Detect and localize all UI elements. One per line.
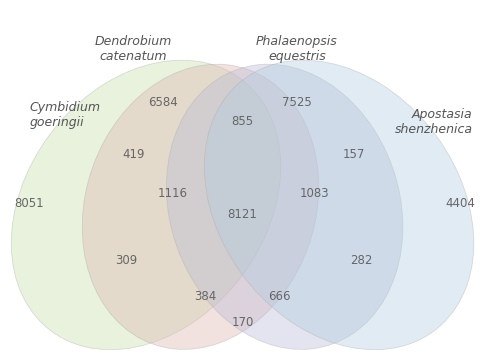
Text: 855: 855 xyxy=(232,115,253,127)
Text: 384: 384 xyxy=(195,290,216,303)
Text: Phalaenopsis
equestris: Phalaenopsis equestris xyxy=(256,35,338,63)
Text: 4404: 4404 xyxy=(446,196,475,210)
Ellipse shape xyxy=(11,60,281,350)
Text: Apostasia
shenzhenica: Apostasia shenzhenica xyxy=(395,108,473,136)
Text: 419: 419 xyxy=(122,148,145,161)
Text: 157: 157 xyxy=(343,148,365,161)
Text: 6584: 6584 xyxy=(148,96,178,109)
Ellipse shape xyxy=(166,64,403,349)
Text: Cymbidium
goeringii: Cymbidium goeringii xyxy=(30,101,100,129)
Text: 666: 666 xyxy=(268,290,291,303)
Text: 282: 282 xyxy=(350,254,373,267)
Text: 7525: 7525 xyxy=(282,96,312,109)
Text: 1116: 1116 xyxy=(157,187,187,200)
Ellipse shape xyxy=(204,60,474,350)
Text: 8121: 8121 xyxy=(228,208,257,221)
Text: Dendrobium
catenatum: Dendrobium catenatum xyxy=(95,35,172,63)
Ellipse shape xyxy=(82,64,319,349)
Text: 309: 309 xyxy=(115,254,137,267)
Text: 1083: 1083 xyxy=(299,187,329,200)
Text: 170: 170 xyxy=(231,316,254,329)
Text: 8051: 8051 xyxy=(14,196,44,210)
